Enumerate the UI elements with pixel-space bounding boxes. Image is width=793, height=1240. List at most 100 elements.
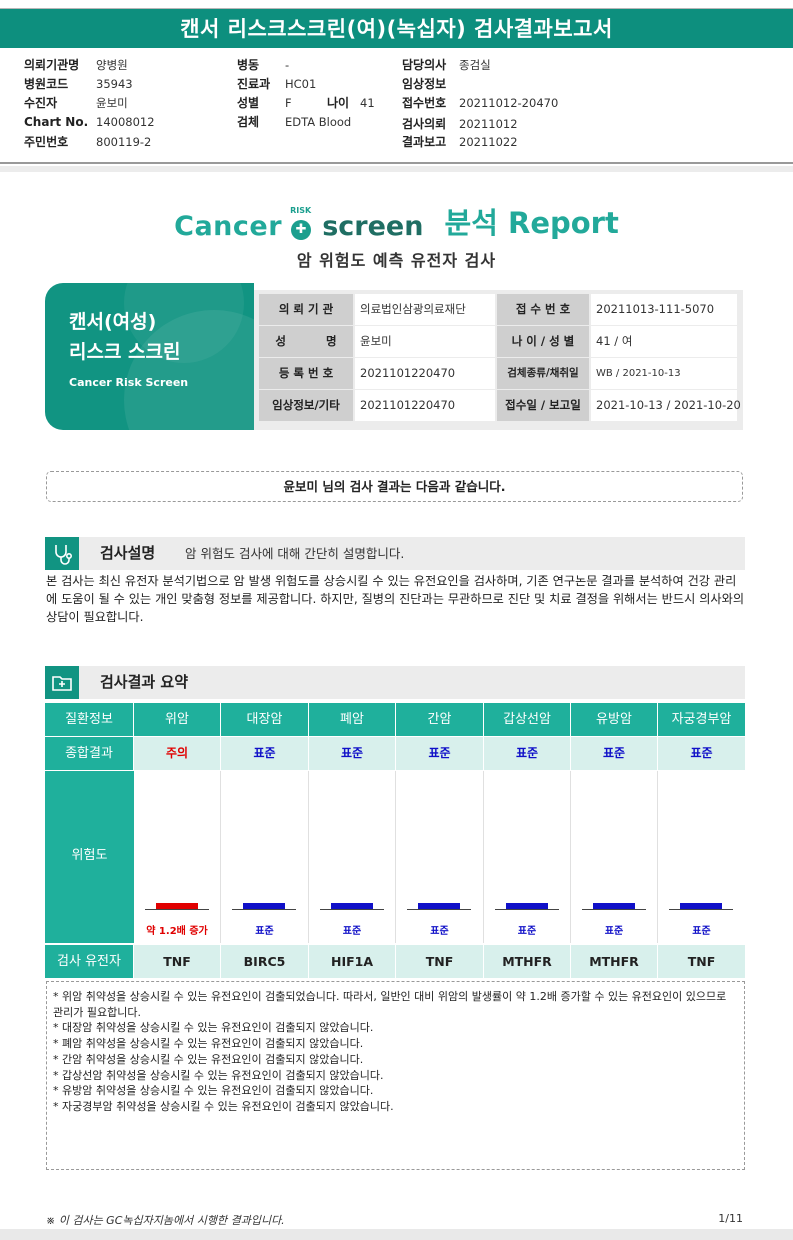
info-row: 등 록 번 호 2021101220470 검체종류/채취일 WB / 2021… <box>259 358 737 389</box>
header-field-ward: 병동 - <box>237 56 289 73</box>
header-field-institution: 의뢰기관명 양병원 <box>24 56 128 73</box>
info-label: 등 록 번 호 <box>259 358 353 389</box>
info-label: 성 명 <box>259 326 353 357</box>
baseline <box>582 909 646 910</box>
risk-cell: 약 1.2배 증가 <box>134 771 221 943</box>
baseline <box>320 909 384 910</box>
cancer-name: 유방암 <box>571 703 658 736</box>
section-test-description: 검사설명 암 위험도 검사에 대해 간단히 설명합니다. <box>45 537 745 570</box>
cancer-name: 간암 <box>396 703 484 736</box>
cancer-name: 자궁경부암 <box>658 703 745 736</box>
risk-cell: 표준 <box>658 771 745 943</box>
patient-header: 의뢰기관명 양병원 병원코드 35943 수진자 윤보미 Chart No. 14008… <box>0 48 793 164</box>
risk-label: 표준 <box>342 926 362 937</box>
header-label: 진료과 <box>237 77 271 91</box>
result-badge: 표준 <box>571 737 658 770</box>
risk-label: 표준 <box>430 926 449 937</box>
info-label: 검체종류/채취일 <box>497 358 589 389</box>
logo-screen-text: screen <box>322 211 424 242</box>
gene-name: TNF <box>658 945 745 978</box>
info-value: 윤보미 <box>355 326 495 357</box>
gene-name: MTHFR <box>484 945 571 978</box>
risk-label: 표준 <box>692 926 711 937</box>
product-name-line1: 캔서(여성) <box>69 311 157 333</box>
header-value: 20211012-20470 <box>459 96 559 110</box>
report-title-banner: 캔서 리스크스크린(여)(녹십자) 검사결과보고서 <box>0 8 793 48</box>
result-badge: 표준 <box>309 737 396 770</box>
info-row: 임상정보/기타 2021101220470 접수일 / 보고일 2021-10-… <box>259 390 741 421</box>
risk-bar <box>593 903 635 909</box>
header-value: 35943 <box>96 77 133 91</box>
risk-bar <box>680 903 722 909</box>
info-value: 2021101220470 <box>355 390 495 421</box>
test-description-text: 본 검사는 최신 유전자 분석기법으로 암 발생 위험도를 상승시킬 수 있는 … <box>46 574 745 624</box>
row-label: 종합결과 <box>45 737 134 770</box>
section-result-summary: 검사결과 요약 <box>45 666 745 699</box>
header-field-doctor: 담당의사 종검실 <box>402 56 491 73</box>
header-value: EDTA Blood <box>285 115 352 129</box>
cancer-name: 대장암 <box>221 703 309 736</box>
gene-name: TNF <box>134 945 221 978</box>
plus-circle-icon: ✚ <box>291 220 312 240</box>
header-value: 20211012 <box>459 117 518 131</box>
header-value: HC01 <box>285 77 317 91</box>
risk-cell: 표준 <box>221 771 309 943</box>
header-value: 종검실 <box>459 58 491 72</box>
page-number: 1/11 <box>718 1212 743 1225</box>
result-badge: 주의 <box>134 737 221 770</box>
row-label: 질환정보 <box>45 703 134 736</box>
info-label: 임상정보/기타 <box>259 390 353 421</box>
risk-bar <box>156 903 198 909</box>
risk-label: 약 1.2배 증가 <box>146 926 208 937</box>
result-badge: 표준 <box>658 737 745 770</box>
risk-level-row: 위험도 약 1.2배 증가 표준 표준 표준 표준 표준 표준 <box>45 770 745 943</box>
note-item: * 갑상선암 취약성을 상승시킬 수 있는 유전요인이 검출되지 않았습니다. <box>53 1068 384 1082</box>
risk-mark-icon: RISK ✚ <box>287 206 317 242</box>
header-field-sex: 성별 F <box>237 94 292 111</box>
risk-cell: 표준 <box>309 771 396 943</box>
cancer-screen-logo: Cancer RISK ✚ screen 분석 Report <box>0 200 793 245</box>
gene-name: HIF1A <box>309 945 396 978</box>
footer-note: ※ 이 검사는 GC녹십자지놈에서 시행한 결과입니다. <box>46 1214 285 1227</box>
gene-name: BIRC5 <box>221 945 309 978</box>
cancer-name: 폐암 <box>309 703 396 736</box>
header-value: 14008012 <box>96 115 155 129</box>
header-value: 800119-2 <box>96 135 152 149</box>
header-field-department: 진료과 HC01 <box>237 75 316 92</box>
row-label: 검사 유전자 <box>45 945 134 978</box>
header-field-chart-no: Chart No. 14008012 <box>24 115 155 129</box>
medical-folder-icon <box>45 666 79 699</box>
patient-info-table: 의 뢰 기 관 의료법인삼광의료재단 접 수 번 호 20211013-111-… <box>254 290 743 430</box>
header-value: 20211022 <box>459 135 518 149</box>
header-field-receipt-no: 접수번호 20211012-20470 <box>402 94 558 111</box>
risk-bar <box>243 903 285 909</box>
row-label: 위험도 <box>45 771 134 943</box>
header-field-request-date: 검사의뢰 20211012 <box>402 115 518 132</box>
result-badge: 표준 <box>396 737 484 770</box>
risk-label: 표준 <box>604 926 624 937</box>
header-label: 나이 <box>327 96 350 110</box>
note-item: * 대장암 취약성을 상승시킬 수 있는 유전요인이 검출되지 않았습니다. <box>53 1021 374 1035</box>
risk-bar <box>331 903 373 909</box>
info-label: 나 이 / 성 별 <box>497 326 589 357</box>
note-item: * 자궁경부암 취약성을 상승시킬 수 있는 유전요인이 검출되지 않았습니다. <box>53 1099 394 1113</box>
header-value: 양병원 <box>96 58 128 72</box>
logo-report-text: 분석 Report <box>444 206 619 240</box>
gene-name: TNF <box>396 945 484 978</box>
result-badge: 표준 <box>221 737 309 770</box>
product-name-line2: 리스크 스크린 <box>69 341 181 363</box>
logo-cancer-text: Cancer <box>174 211 283 242</box>
baseline <box>232 909 296 910</box>
product-card: 캔서(여성) 리스크 스크린 Cancer Risk Screen <box>45 283 254 430</box>
info-value: 2021-10-13 / 2021-10-20 <box>591 390 741 421</box>
gene-row: 검사 유전자 TNF BIRC5 HIF1A TNF MTHFR MTHFR T… <box>45 945 745 978</box>
header-field-clinical-info: 임상정보 <box>402 75 459 92</box>
stethoscope-icon <box>45 537 79 570</box>
section-title: 검사설명 <box>100 544 156 562</box>
header-value: F <box>285 96 292 110</box>
header-label: 성별 <box>237 96 260 110</box>
baseline <box>669 909 733 910</box>
info-label: 접수일 / 보고일 <box>497 390 589 421</box>
note-item: * 위암 취약성을 상승시킬 수 있는 유전요인이 검출되었습니다. 따라서, … <box>53 990 730 1019</box>
header-field-patient: 수진자 윤보미 <box>24 94 128 111</box>
